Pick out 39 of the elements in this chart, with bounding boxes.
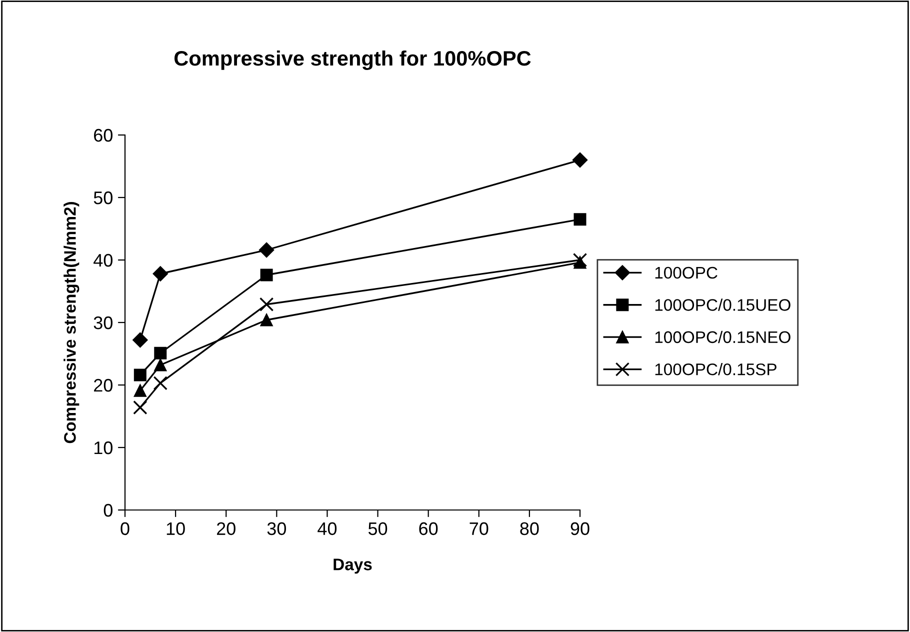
legend-label: 100OPC/0.15UEO: [655, 298, 790, 311]
legend-label: 100OPC/0.15NEO: [655, 330, 790, 344]
y-tick-label: 10: [94, 441, 112, 454]
chart-title: Compressive strength for 100%OPC: [174, 50, 531, 70]
x-tick-label: 40: [318, 522, 337, 536]
point: [153, 376, 168, 390]
x-tick-label: 70: [470, 522, 488, 536]
point: [572, 252, 588, 268]
x-tick-label: 10: [166, 522, 185, 536]
point: [260, 268, 273, 282]
y-axis-title: Compressive strength(N/mm2): [64, 202, 80, 444]
x-tick-label: 90: [570, 522, 590, 536]
legend-label: 100OPC: [655, 266, 718, 279]
x-axis-title: Days: [334, 558, 372, 574]
y-tick-label: 0: [104, 504, 112, 517]
point: [134, 368, 146, 382]
point: [259, 297, 274, 312]
legend-label: 100OPC/0.15SP: [655, 363, 776, 376]
x-tick-label: 20: [216, 522, 236, 536]
x-tick-label: 80: [520, 522, 539, 536]
point: [154, 358, 167, 372]
point: [260, 314, 273, 326]
y-tick-label: 40: [94, 254, 112, 267]
point: [572, 152, 588, 168]
x-tick-label: 60: [419, 522, 438, 536]
x-tick-label: 0: [120, 522, 130, 536]
y-tick-label: 30: [94, 316, 112, 330]
y-tick-label: 50: [94, 191, 112, 204]
point: [134, 384, 146, 397]
point: [132, 332, 148, 348]
x-tick-label: 30: [267, 522, 286, 536]
y-tick-label: 20: [94, 378, 112, 392]
point: [152, 266, 168, 282]
point: [154, 346, 167, 360]
y-tick-label: 60: [94, 128, 112, 142]
point: [258, 242, 274, 258]
point: [133, 400, 148, 415]
point: [574, 213, 586, 226]
x-tick-label: 50: [368, 522, 388, 536]
